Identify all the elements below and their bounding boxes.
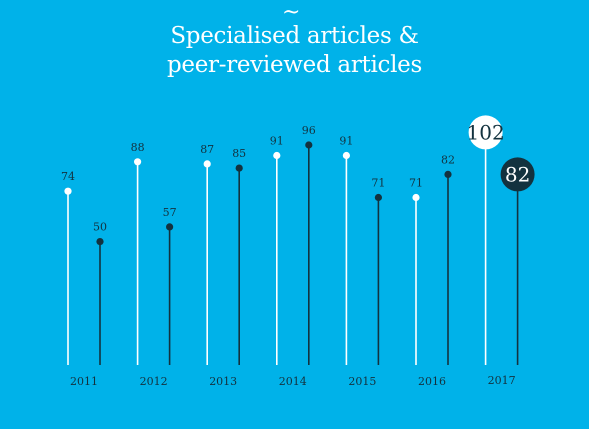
year-label-2017: 2017 [488,374,516,387]
value-label-2013-series-1: 87 [200,143,214,156]
point-2013-series-2 [235,164,243,172]
point-2015-series-2 [374,193,382,202]
point-2015-series-1 [342,151,350,160]
value-label-2014-series-2: 96 [302,124,316,137]
point-2012-series-1 [134,158,142,166]
big-point-2017-series-2 [500,157,535,192]
value-label-2017-series-1: 102 [467,120,505,144]
value-label-2017-series-2: 82 [505,162,530,186]
big-point-2017-series-1 [468,115,503,150]
value-label-2016-series-2: 82 [441,153,455,166]
value-label-2012-series-1: 88 [131,141,145,154]
value-label-2015-series-1: 91 [339,135,353,148]
chart-title-line-2: peer-reviewed articles [167,52,422,78]
year-label-2013: 2013 [209,375,237,388]
year-label-2012: 2012 [140,375,168,388]
point-2016-series-1 [412,193,420,202]
year-label-2011: 2011 [70,375,98,388]
point-2012-series-2 [166,223,174,231]
point-2014-series-1 [273,151,281,160]
value-label-2014-series-1: 91 [270,135,284,148]
title-ornament: ~ [282,0,301,25]
point-2014-series-2 [305,141,313,149]
year-label-2014: 2014 [279,375,307,388]
value-label-2011-series-2: 50 [93,221,107,234]
value-label-2016-series-1: 71 [409,177,423,190]
point-2011-series-2 [96,238,104,246]
point-2013-series-1 [203,160,211,168]
value-label-2015-series-2: 71 [371,177,385,190]
value-label-2012-series-2: 57 [163,206,177,219]
year-label-2016: 2016 [418,375,446,388]
year-label-2015: 2015 [348,375,376,388]
value-label-2013-series-2: 85 [232,147,246,160]
point-2016-series-2 [444,170,452,178]
chart-title-line-1: Specialised articles & [170,23,419,49]
point-2011-series-1 [64,187,72,195]
value-label-2011-series-1: 74 [61,170,75,183]
chart-title: Specialised articles & peer-reviewed art… [0,22,589,80]
